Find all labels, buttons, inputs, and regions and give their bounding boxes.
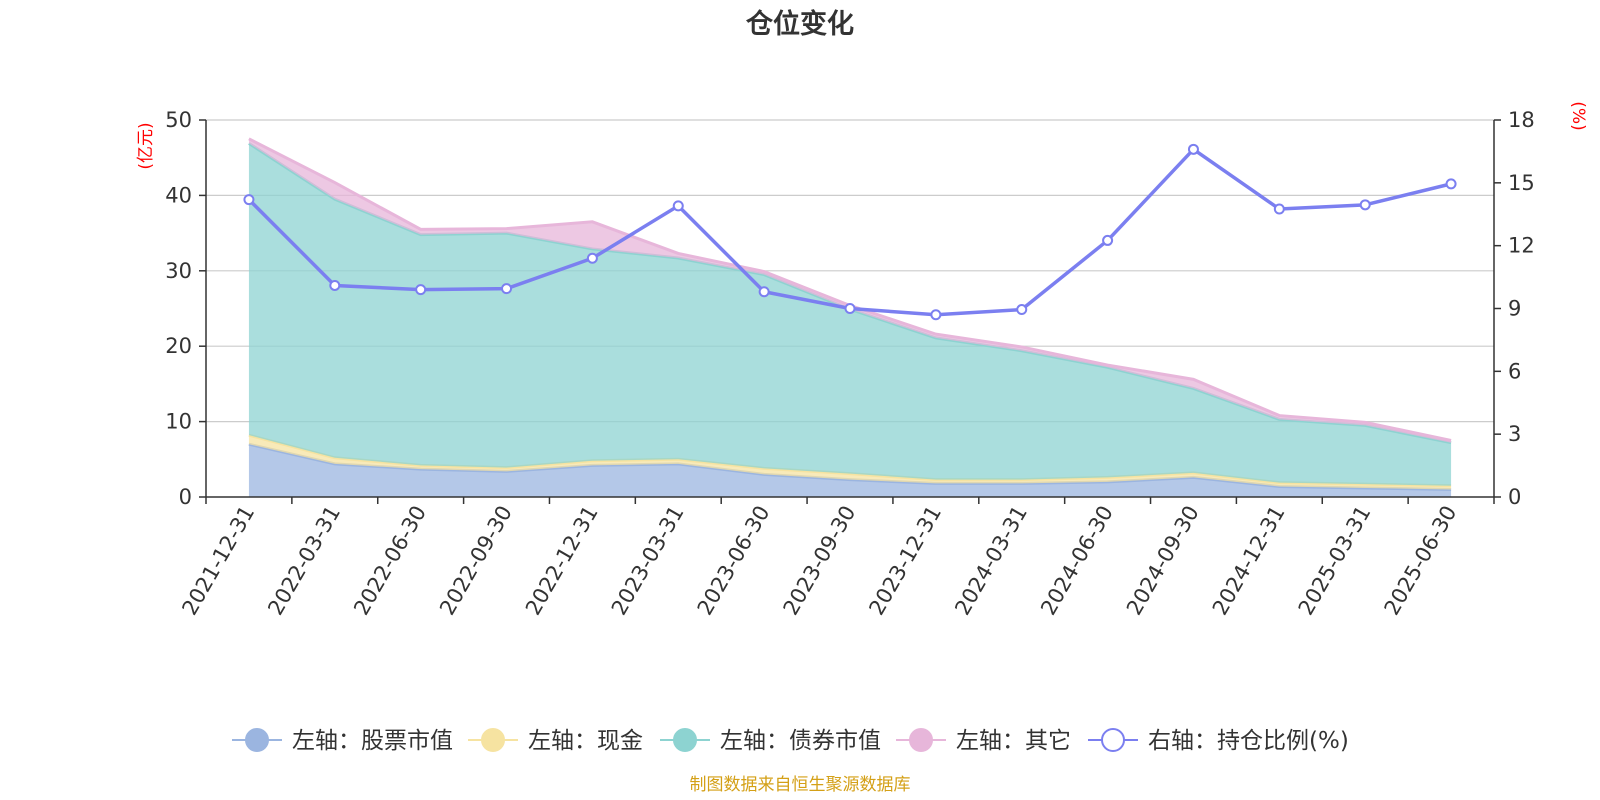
ratio-point — [243, 194, 255, 206]
ratio-point — [1102, 234, 1114, 246]
x-tick-label: 2022-12-31 — [521, 502, 603, 620]
x-tick-label: 2022-09-30 — [435, 502, 517, 620]
legend-item[interactable]: 右轴：持仓比例(%) — [1088, 728, 1349, 754]
stacked-areas — [248, 137, 1452, 497]
right-tick-label: 15 — [1508, 171, 1535, 195]
legend-item[interactable]: 左轴：债券市值 — [660, 728, 881, 754]
legend-marker — [909, 728, 933, 752]
x-tick-label: 2024-03-31 — [950, 502, 1032, 620]
ratio-point — [501, 283, 513, 295]
left-tick-label: 10 — [165, 410, 192, 434]
x-tick-label: 2021-12-31 — [177, 502, 259, 620]
legend-label: 左轴：股票市值 — [292, 728, 453, 754]
x-tick-label: 2023-12-31 — [864, 502, 946, 620]
legend-marker — [481, 728, 505, 752]
chart-title: 仓位变化 — [745, 8, 854, 40]
x-tick-label: 2023-06-30 — [693, 502, 775, 620]
ratio-point — [758, 286, 770, 298]
left-axis-unit: (亿元) — [136, 122, 156, 169]
right-tick-label: 6 — [1508, 359, 1521, 383]
ratio-point — [844, 303, 856, 314]
ratio-point — [1445, 178, 1457, 190]
ratio-point — [415, 284, 427, 296]
legend-item[interactable]: 左轴：其它 — [896, 728, 1071, 754]
right-tick-label: 12 — [1508, 234, 1535, 258]
x-tick-label: 2024-12-31 — [1208, 502, 1290, 620]
right-tick-label: 9 — [1508, 297, 1521, 321]
x-tick-label: 2023-03-31 — [607, 502, 689, 620]
x-tick-label: 2025-06-30 — [1380, 502, 1462, 620]
x-tick-label: 2025-03-31 — [1294, 502, 1376, 620]
area-series-0 — [248, 444, 1452, 497]
right-axis-unit: (%) — [1568, 101, 1588, 130]
left-tick-label: 50 — [165, 108, 192, 132]
legend-label: 左轴：债券市值 — [720, 728, 881, 754]
legend[interactable]: 左轴：股票市值 左轴：现金 左轴：债券市值 左轴：其它 右轴：持仓比例(%) — [232, 728, 1349, 754]
ratio-point — [329, 279, 341, 291]
ratio-point — [1273, 203, 1285, 215]
x-tick-label: 2024-06-30 — [1036, 502, 1118, 620]
legend-item[interactable]: 左轴：股票市值 — [232, 728, 453, 754]
ratio-point — [1359, 199, 1371, 211]
ratio-point — [586, 252, 598, 264]
legend-item[interactable]: 左轴：现金 — [468, 728, 643, 754]
ratio-point — [1187, 143, 1199, 155]
x-tick-label: 2022-03-31 — [263, 502, 345, 620]
legend-marker — [245, 728, 269, 752]
ratio-point — [672, 200, 684, 212]
right-tick-label: 0 — [1508, 485, 1521, 509]
ratio-line-group — [243, 143, 1457, 321]
legend-marker — [673, 728, 697, 752]
x-tick-label: 2024-09-30 — [1122, 502, 1204, 620]
x-tick-label: 2022-06-30 — [349, 501, 431, 619]
ratio-point — [930, 309, 942, 321]
left-tick-label: 40 — [165, 183, 192, 207]
source-note: 制图数据来自恒生聚源数据库 — [690, 775, 911, 795]
ratio-point — [1016, 304, 1028, 316]
left-tick-label: 30 — [165, 259, 192, 283]
left-tick-label: 0 — [179, 485, 192, 509]
legend-label: 右轴：持仓比例(%) — [1148, 728, 1349, 754]
legend-marker — [1101, 728, 1125, 752]
legend-label: 左轴：现金 — [528, 728, 643, 754]
area-series-2 — [248, 143, 1452, 486]
right-tick-label: 3 — [1508, 422, 1521, 446]
left-tick-label: 20 — [165, 334, 192, 358]
legend-label: 左轴：其它 — [956, 728, 1071, 754]
right-tick-label: 18 — [1508, 108, 1535, 132]
x-tick-label: 2023-09-30 — [779, 502, 861, 620]
